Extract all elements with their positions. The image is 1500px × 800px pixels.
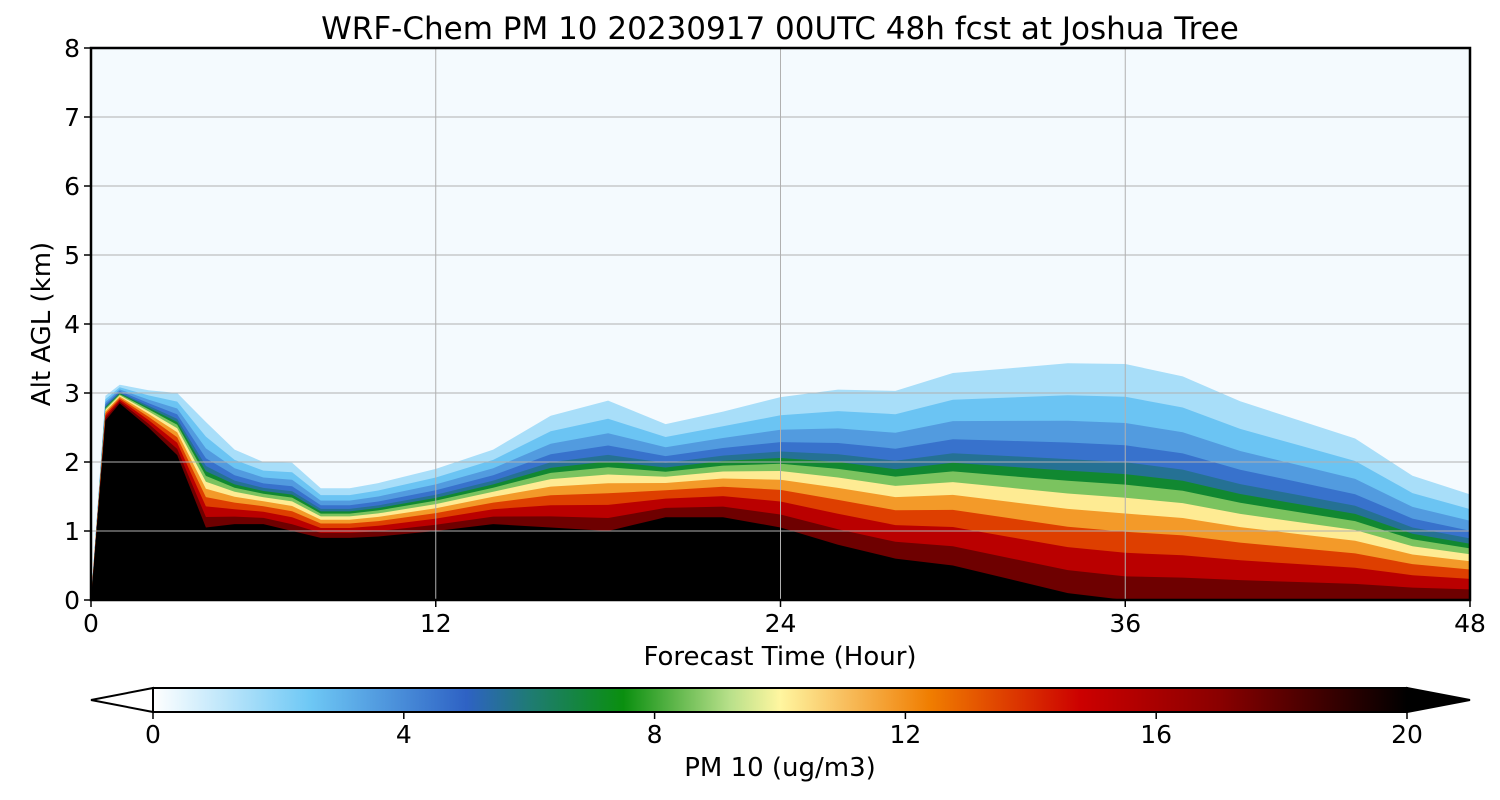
y-tick-label: 0	[64, 586, 80, 615]
colorbar-max-extension	[1406, 686, 1471, 714]
plot-area	[91, 48, 1470, 600]
x-axis-ticks: 0 12 24 36 48	[83, 600, 1486, 638]
colorbar-tick-label: 20	[1391, 720, 1423, 749]
x-tick-label: 12	[420, 609, 452, 638]
y-tick-label: 3	[64, 379, 80, 408]
x-tick-label: 48	[1454, 609, 1486, 638]
colorbar-label: PM 10 (ug/m3)	[684, 753, 876, 783]
x-tick-label: 36	[1109, 609, 1141, 638]
y-tick-label: 8	[64, 34, 80, 63]
x-tick-label: 24	[765, 609, 797, 638]
colorbar-tick-label: 4	[396, 720, 412, 749]
colorbar-tick-label: 12	[889, 720, 921, 749]
y-tick-label: 1	[64, 517, 80, 546]
y-tick-label: 7	[64, 103, 80, 132]
y-axis-label: Alt AGL (km)	[27, 242, 57, 406]
colorbar-tick-label: 0	[145, 720, 161, 749]
y-axis-ticks: 0 1 2 3 4 5 6 7 8	[64, 34, 91, 615]
y-tick-label: 6	[64, 172, 80, 201]
y-tick-label: 4	[64, 310, 80, 339]
colorbar-tick-label: 8	[647, 720, 663, 749]
chart-title: WRF-Chem PM 10 20230917 00UTC 48h fcst a…	[321, 11, 1239, 47]
colorbar-tick-label: 16	[1140, 720, 1172, 749]
grid-lines	[91, 48, 1470, 600]
colorbar-min-extension	[90, 686, 154, 714]
colorbar-ticks: 0 4 8 12 16 20	[145, 712, 1423, 749]
y-tick-label: 5	[64, 241, 80, 270]
x-axis-label: Forecast Time (Hour)	[643, 642, 916, 672]
x-tick-label: 0	[83, 609, 99, 638]
colorbar-body	[153, 688, 1407, 712]
colorbar: 0 4 8 12 16 20 PM 10 (ug/m3)	[90, 686, 1471, 783]
y-tick-label: 2	[64, 448, 80, 477]
colorbar-frame	[152, 687, 1408, 713]
